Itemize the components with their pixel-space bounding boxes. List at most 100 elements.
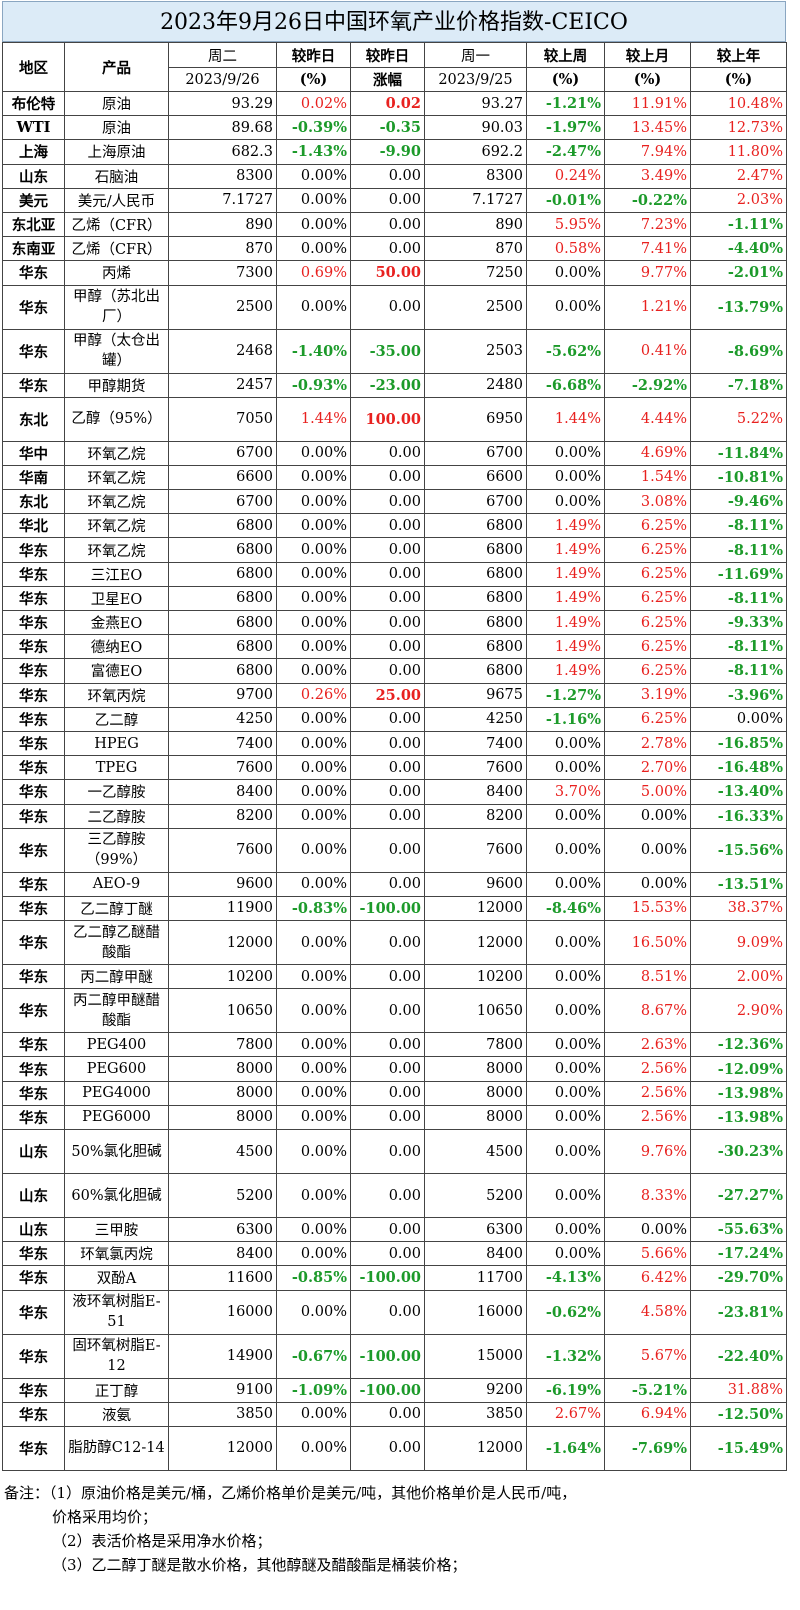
month-change-cell: 2.70% [604, 755, 691, 781]
change-abs-cell: 0.00 [350, 489, 425, 515]
prev-price-cell: 7600 [424, 755, 527, 781]
prev-price-cell: 11700 [424, 1265, 527, 1291]
region-cell: 华东 [2, 1056, 65, 1082]
week-change-cell: -1.21% [526, 90, 605, 117]
region-cell: 布伦特 [2, 90, 65, 117]
change-abs-cell: 0.00 [350, 964, 425, 990]
note-line: 备注：（1）原油价格是美元/桶，乙烯价格单价是美元/吨，其他价格单价是人民币/吨… [4, 1483, 577, 1502]
product-cell: HPEG [64, 730, 169, 757]
prev-price-cell: 10650 [424, 988, 527, 1034]
region-cell: 华东 [2, 1080, 65, 1106]
change-abs-cell: 0.00 [350, 634, 425, 660]
prev-price-cell: 2500 [424, 284, 527, 330]
region-cell: 华东 [2, 1265, 65, 1291]
today-price-cell: 11900 [168, 895, 277, 922]
price-index-document: 2023年9月26日中国环氧产业价格指数-CEICO 地区 产品 周二 较昨日 … [2, 1, 787, 1577]
month-change-cell: 0.00% [604, 827, 691, 873]
change-abs-cell: 0.00 [350, 464, 425, 491]
week-change-cell: 0.58% [526, 236, 605, 262]
region-cell: 华东 [2, 284, 65, 330]
year-change-cell: -22.40% [690, 1333, 787, 1379]
year-change-cell: -13.98% [690, 1104, 787, 1131]
today-price-cell: 8000 [168, 1080, 277, 1106]
year-change-cell: -8.11% [690, 634, 787, 660]
prev-price-cell: 8300 [424, 163, 527, 189]
month-change-cell: 6.25% [604, 609, 691, 636]
product-cell: 三乙醇胺（99%） [64, 827, 169, 873]
region-cell: 华东 [2, 372, 65, 398]
note-line: 价格采用均价； [52, 1507, 158, 1526]
region-cell: 华东 [2, 803, 65, 829]
month-change-cell: 8.67% [604, 988, 691, 1034]
today-price-cell: 6700 [168, 489, 277, 515]
today-price-cell: 8000 [168, 1104, 277, 1131]
month-change-cell: 7.23% [604, 211, 691, 238]
region-cell: 华南 [2, 464, 65, 491]
prev-price-cell: 15000 [424, 1333, 527, 1379]
change-pct-cell: 0.00% [276, 755, 351, 781]
table-row: 华东 三江EO 6800 0.00% 0.00 6800 1.49% 6.25% -11.69% [2, 561, 787, 587]
region-cell: 华东 [2, 537, 65, 563]
table-row: 山东 三甲胺 6300 0.00% 0.00 6300 0.00% 0.00% -55.63% [2, 1216, 787, 1243]
change-abs-cell: -23.00 [350, 372, 425, 398]
change-pct-cell: 1.44% [276, 396, 351, 442]
change-pct-cell: 0.00% [276, 1241, 351, 1267]
week-change-cell: 0.00% [526, 964, 605, 990]
prev-price-cell: 6300 [424, 1216, 527, 1243]
today-price-cell: 7600 [168, 827, 277, 873]
month-change-cell: 3.19% [604, 682, 691, 708]
change-pct-cell: 0.00% [276, 1032, 351, 1058]
month-change-cell: 5.66% [604, 1241, 691, 1267]
prev-price-cell: 4250 [424, 706, 527, 732]
month-change-cell: 2.56% [604, 1056, 691, 1082]
change-abs-cell: 0.00 [350, 236, 425, 262]
region-cell: 华东 [2, 634, 65, 660]
today-price-cell: 890 [168, 211, 277, 238]
week-change-cell: 1.49% [526, 634, 605, 660]
week-change-cell: -1.32% [526, 1333, 605, 1379]
month-change-cell: 1.21% [604, 284, 691, 330]
year-change-cell: -16.48% [690, 755, 787, 781]
year-change-cell: -30.23% [690, 1129, 787, 1174]
prev-price-cell: 6800 [424, 658, 527, 684]
table-row: 华东 甲醇（苏北出厂） 2500 0.00% 0.00 2500 0.00% 1.21% -13… [2, 284, 787, 330]
week-change-cell: 0.00% [526, 440, 605, 466]
prev-price-cell: 5200 [424, 1173, 527, 1218]
product-cell: 乙二醇丁醚 [64, 895, 169, 922]
header-month-unit: (%) [604, 67, 691, 92]
month-change-cell: 6.94% [604, 1401, 691, 1427]
header-day1-date: 2023/9/26 [168, 67, 277, 92]
week-change-cell: 0.00% [526, 755, 605, 781]
year-change-cell: -11.69% [690, 561, 787, 587]
prev-price-cell: 4500 [424, 1129, 527, 1174]
table-row: 华东 AEO-9 9600 0.00% 0.00 9600 0.00% 0.00% -13.51… [2, 871, 787, 897]
week-change-cell: -1.16% [526, 706, 605, 732]
region-cell: 华东 [2, 1289, 65, 1335]
product-cell: 丙二醇甲醚醋酸酯 [64, 988, 169, 1034]
product-cell: 乙二醇乙醚醋酸酯 [64, 920, 169, 966]
change-abs-cell: 0.00 [350, 561, 425, 587]
change-pct-cell: 0.00% [276, 779, 351, 805]
month-change-cell: 11.91% [604, 90, 691, 117]
header-week-unit: (%) [526, 67, 605, 92]
today-price-cell: 2468 [168, 328, 277, 374]
change-abs-cell: 0.00 [350, 1173, 425, 1218]
table-row: 华东 乙二醇乙醚醋酸酯 12000 0.00% 0.00 12000 0.00% 16.50%… [2, 920, 787, 966]
change-abs-cell: 0.00 [350, 871, 425, 897]
change-pct-cell: -0.83% [276, 895, 351, 922]
month-change-cell: 0.00% [604, 803, 691, 829]
week-change-cell: 0.00% [526, 1173, 605, 1218]
region-cell: 华东 [2, 1032, 65, 1058]
month-change-cell: 16.50% [604, 920, 691, 966]
change-pct-cell: 0.00% [276, 1173, 351, 1218]
region-cell: 华东 [2, 730, 65, 757]
change-pct-cell: 0.00% [276, 920, 351, 966]
region-cell: 华东 [2, 1377, 65, 1403]
month-change-cell: 2.56% [604, 1080, 691, 1106]
table-row: 华东 二乙醇胺 8200 0.00% 0.00 8200 0.00% 0.00% -16.33% [2, 803, 787, 829]
product-cell: 环氧乙烷 [64, 489, 169, 515]
today-price-cell: 10650 [168, 988, 277, 1034]
product-cell: PEG600 [64, 1056, 169, 1082]
region-cell: 华东 [2, 706, 65, 732]
week-change-cell: 0.00% [526, 1080, 605, 1106]
